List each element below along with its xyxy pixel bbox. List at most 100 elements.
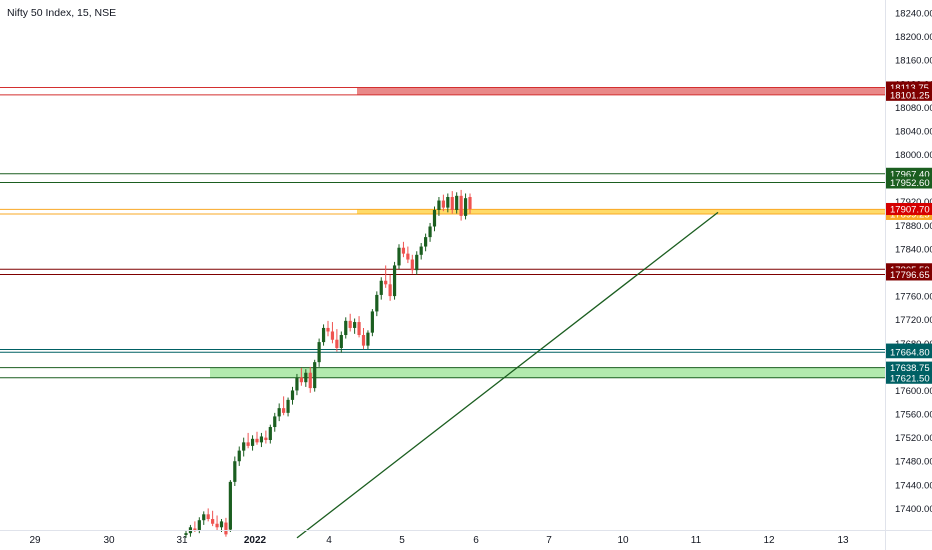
candle-body (295, 377, 299, 391)
candle-body (428, 226, 432, 238)
x-tick-label: 12 (763, 535, 775, 546)
candle-body (202, 514, 206, 521)
candle-body (463, 198, 468, 216)
candle-body (224, 522, 228, 535)
y-tick-label: 17560.00 (895, 410, 932, 421)
y-tick-label: 17760.00 (895, 292, 932, 303)
candle-body (348, 320, 352, 328)
y-tick-label: 18240.00 (895, 9, 932, 20)
price-badge-label: 17621.50 (890, 373, 930, 384)
candle-body (308, 372, 312, 389)
candle-body (384, 280, 388, 285)
candle-body (419, 246, 423, 255)
candle-body (255, 438, 259, 443)
candle-body (290, 390, 295, 400)
candle-body (392, 265, 397, 297)
candle-body (437, 200, 441, 210)
candle-body (211, 519, 215, 524)
price-badge-label: 18113.75 (890, 83, 929, 94)
candle-body (375, 294, 379, 312)
candle-body (219, 521, 224, 528)
candle-body (455, 195, 459, 210)
candle-body (304, 372, 308, 383)
x-tick-label: 31 (176, 535, 188, 546)
price-badge (886, 176, 932, 189)
candle-body (246, 442, 250, 446)
candle-body (401, 247, 406, 254)
candle-body (286, 399, 290, 413)
x-tick-label: 6 (473, 535, 479, 546)
candle-body (250, 438, 255, 446)
x-tick-label: 29 (29, 535, 41, 546)
x-tick-label: 2022 (244, 535, 267, 546)
price-badge (886, 346, 932, 359)
candle-body (446, 197, 450, 208)
candle-body (468, 197, 472, 209)
candle-body (410, 259, 414, 271)
candle-body (259, 436, 264, 443)
candle-body (299, 377, 303, 383)
candle-body (335, 339, 339, 348)
candle-body (215, 523, 219, 528)
candle-body (344, 320, 348, 336)
y-tick-label: 18000.00 (895, 150, 932, 161)
zone-fill (357, 87, 885, 95)
y-tick-label: 17920.00 (895, 197, 932, 208)
candle-body (206, 514, 210, 520)
price-badge-label: 17796.65 (890, 270, 930, 281)
y-tick-label: 17840.00 (895, 244, 932, 255)
candle-body (264, 437, 268, 440)
candle-body (193, 528, 197, 531)
last-price-badge (886, 202, 932, 215)
candle-body (197, 520, 201, 531)
price-badge-label: 17967.40 (890, 169, 930, 180)
candle-body (233, 461, 237, 482)
chart-title: Nifty 50 Index, 15, NSE (7, 7, 116, 19)
price-badge-label: 17638.75 (890, 363, 930, 374)
candle-body (406, 253, 410, 260)
candle-body (184, 533, 188, 535)
price-badge (886, 371, 932, 384)
candle-body (353, 322, 357, 328)
candles-layer (184, 189, 472, 538)
y-tick-label: 17880.00 (895, 221, 932, 232)
zone-fill (357, 209, 885, 214)
candle-body (370, 311, 374, 333)
y-tick-label: 17720.00 (895, 315, 932, 326)
zone-fill (210, 367, 885, 378)
x-tick-label: 13 (837, 535, 849, 546)
candle-body (330, 331, 335, 340)
price-badge (886, 361, 932, 374)
candle-body (415, 254, 419, 271)
candle-body (237, 450, 241, 462)
x-tick-label: 5 (399, 535, 405, 546)
price-badges: 18113.7518101.2517967.4017952.6017907.00… (886, 81, 932, 384)
candle-body (273, 416, 277, 428)
x-tick-label: 11 (691, 535, 702, 546)
time-axis[interactable]: 29 30 31 2022 4 5 6 7 10 11 12 13 (29, 535, 849, 546)
candle-body (268, 427, 272, 440)
candle-body (432, 209, 437, 227)
candle-body (339, 335, 343, 348)
price-badge-label: 17664.80 (890, 348, 930, 359)
x-tick-label: 7 (546, 535, 552, 546)
y-tick-label: 17480.00 (895, 457, 932, 468)
candle-body (424, 237, 428, 247)
y-tick-label: 18160.00 (895, 56, 932, 67)
y-tick-label: 18200.00 (895, 32, 932, 43)
trendline-layer (296, 211, 719, 539)
candle-body (357, 322, 361, 336)
x-tick-label: 30 (103, 535, 115, 546)
zones-layer (0, 86, 885, 379)
y-tick-label: 17440.00 (895, 480, 932, 491)
price-badge-label: 17952.60 (890, 178, 930, 189)
y-tick-label: 17520.00 (895, 433, 932, 444)
x-tick-label: 10 (617, 535, 629, 546)
candle-body (388, 284, 392, 297)
candle-body (459, 195, 463, 216)
candle-body (242, 442, 246, 451)
candle-body (317, 342, 321, 363)
y-tick-label: 17600.00 (895, 386, 932, 397)
last-price-label: 17907.70 (890, 204, 930, 215)
